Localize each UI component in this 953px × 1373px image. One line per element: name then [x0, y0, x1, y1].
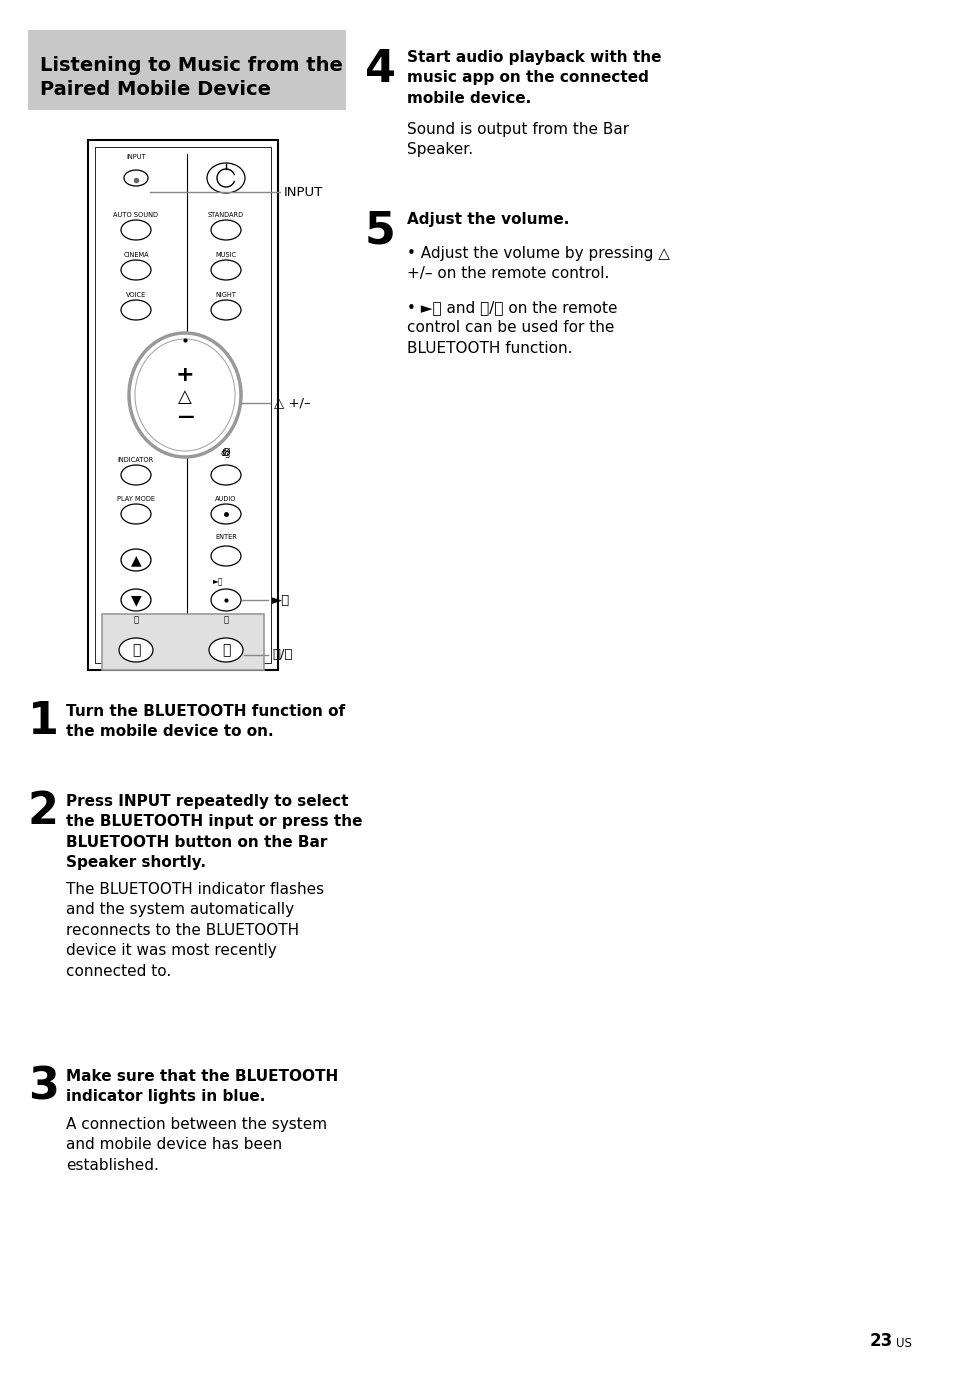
Bar	[28, 30, 346, 110]
Text: VOICE: VOICE	[126, 292, 146, 298]
Text: đʒ: đʒ	[221, 449, 231, 459]
Text: ►⏸: ►⏸	[213, 577, 223, 586]
Ellipse shape	[211, 589, 241, 611]
Text: 1: 1	[28, 700, 59, 743]
Text: Sound is output from the Bar
Speaker.: Sound is output from the Bar Speaker.	[407, 122, 628, 158]
Ellipse shape	[211, 465, 241, 485]
Text: 3: 3	[28, 1065, 59, 1108]
Text: • ►⏸ and ⏮/⏭ on the remote
control can be used for the
BLUETOOTH function.: • ►⏸ and ⏮/⏭ on the remote control can b…	[407, 299, 617, 356]
Text: ►⏸: ►⏸	[272, 593, 290, 607]
Ellipse shape	[124, 170, 148, 185]
Text: ⏭: ⏭	[223, 615, 229, 623]
Ellipse shape	[211, 504, 241, 524]
Text: 2: 2	[28, 789, 59, 833]
Text: Turn the BLUETOOTH function of
the mobile device to on.: Turn the BLUETOOTH function of the mobil…	[66, 704, 345, 740]
Text: —: —	[176, 408, 193, 426]
Text: Adjust the volume.: Adjust the volume.	[407, 211, 569, 227]
Text: INPUT: INPUT	[126, 154, 146, 161]
Text: Press INPUT repeatedly to select
the BLUETOOTH input or press the
BLUETOOTH butt: Press INPUT repeatedly to select the BLU…	[66, 794, 362, 870]
Ellipse shape	[121, 299, 151, 320]
Text: ⏮: ⏮	[132, 643, 140, 658]
Ellipse shape	[129, 334, 241, 457]
Text: 5: 5	[365, 210, 395, 253]
Ellipse shape	[211, 220, 241, 240]
Ellipse shape	[121, 465, 151, 485]
Text: ▲: ▲	[131, 553, 141, 567]
Text: NIGHT: NIGHT	[215, 292, 236, 298]
Ellipse shape	[121, 504, 151, 524]
Bar	[95, 147, 271, 663]
Text: ⏮: ⏮	[133, 615, 138, 623]
Text: MUSIC: MUSIC	[215, 253, 236, 258]
Ellipse shape	[211, 259, 241, 280]
Text: Paired Mobile Device: Paired Mobile Device	[40, 80, 271, 99]
Text: A connection between the system
and mobile device has been
established.: A connection between the system and mobi…	[66, 1118, 327, 1173]
Ellipse shape	[119, 638, 152, 662]
Ellipse shape	[209, 638, 243, 662]
Bar	[102, 614, 264, 670]
Text: INDICATOR: INDICATOR	[118, 457, 154, 463]
Text: △: △	[178, 389, 192, 406]
Text: ENTER: ENTER	[214, 534, 236, 540]
Ellipse shape	[121, 549, 151, 571]
Text: US: US	[895, 1337, 911, 1350]
Bar	[88, 140, 277, 670]
Ellipse shape	[135, 339, 234, 450]
Text: Ø: Ø	[221, 448, 230, 459]
Text: Start audio playback with the
music app on the connected
mobile device.: Start audio playback with the music app …	[407, 49, 660, 106]
Ellipse shape	[121, 259, 151, 280]
Ellipse shape	[121, 220, 151, 240]
Ellipse shape	[121, 589, 151, 611]
Text: • Adjust the volume by pressing △
+/– on the remote control.: • Adjust the volume by pressing △ +/– on…	[407, 246, 669, 281]
Text: PLAY MODE: PLAY MODE	[117, 496, 154, 503]
Text: CINEMA: CINEMA	[123, 253, 149, 258]
Text: △ +/–: △ +/–	[274, 397, 311, 409]
Text: +: +	[175, 365, 194, 384]
Text: 4: 4	[365, 48, 395, 91]
Text: ⏭: ⏭	[222, 643, 230, 658]
Text: Listening to Music from the: Listening to Music from the	[40, 56, 342, 76]
Text: AUTO SOUND: AUTO SOUND	[113, 211, 158, 218]
Ellipse shape	[207, 163, 245, 194]
Text: ▼: ▼	[131, 593, 141, 607]
Text: The BLUETOOTH indicator flashes
and the system automatically
reconnects to the B: The BLUETOOTH indicator flashes and the …	[66, 881, 324, 979]
Ellipse shape	[211, 546, 241, 566]
Text: STANDARD: STANDARD	[208, 211, 244, 218]
Text: 23: 23	[869, 1332, 892, 1350]
Text: ⏮/⏭: ⏮/⏭	[272, 648, 293, 662]
Text: INPUT: INPUT	[284, 185, 323, 199]
Text: Make sure that the BLUETOOTH
indicator lights in blue.: Make sure that the BLUETOOTH indicator l…	[66, 1070, 338, 1104]
Ellipse shape	[211, 299, 241, 320]
Text: AUDIO: AUDIO	[215, 496, 236, 503]
